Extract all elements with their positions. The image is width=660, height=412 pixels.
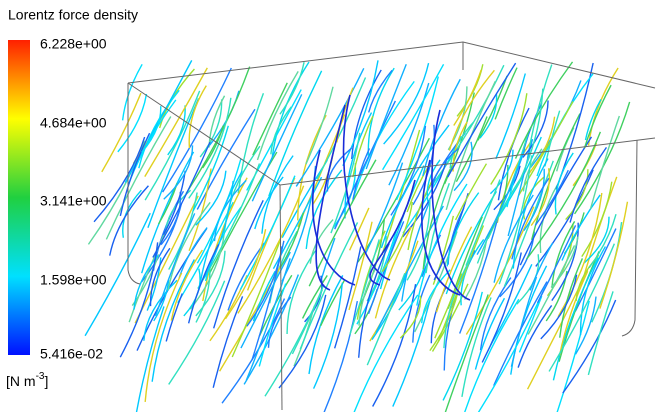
streamline — [552, 221, 575, 287]
streamline — [494, 282, 547, 386]
streamline — [381, 166, 424, 290]
streamline — [317, 78, 365, 179]
box-right-edge — [622, 140, 637, 336]
streamline — [548, 224, 573, 296]
colorbar-label: 3.141e+00 — [40, 193, 107, 209]
streamline — [431, 286, 446, 343]
page: Lorentz force density 6.228e+00 4.684e+0… — [0, 0, 660, 412]
unit-prefix: [N m — [6, 373, 36, 389]
streamline — [148, 98, 199, 227]
streamline — [575, 102, 630, 214]
colorbar-label: 1.598e+00 — [40, 272, 107, 288]
streamline — [306, 170, 342, 249]
streamline — [456, 164, 487, 220]
colorbar-label: 4.684e+00 — [40, 115, 107, 131]
streamline — [464, 299, 519, 412]
streamline — [549, 244, 614, 372]
visualization: Lorentz force density 6.228e+00 4.684e+0… — [0, 0, 660, 412]
streamline — [545, 111, 560, 167]
unit-suffix: ] — [44, 373, 48, 389]
streamlines — [85, 60, 630, 412]
streamline — [444, 250, 475, 370]
box-back-edge — [128, 42, 655, 88]
streamline — [160, 69, 195, 128]
streamline — [449, 70, 494, 150]
streamline — [393, 301, 430, 407]
legend-title: Lorentz force density — [8, 7, 138, 23]
streamline — [382, 130, 420, 255]
streamline — [432, 65, 504, 185]
colorbar-label: 5.416e-02 — [40, 346, 103, 362]
streamline — [423, 79, 460, 176]
streamline — [145, 68, 208, 177]
streamline — [352, 295, 418, 412]
streamline — [350, 208, 369, 250]
streamline — [232, 241, 280, 357]
streamline — [238, 93, 263, 193]
unit-label: [N m-3] — [6, 371, 48, 389]
streamline — [279, 295, 326, 388]
streamline — [482, 252, 521, 362]
colorbar — [8, 40, 30, 355]
streamline — [566, 169, 588, 219]
colorbar-label: 6.228e+00 — [40, 36, 107, 52]
streamline — [475, 298, 504, 369]
streamline — [135, 196, 198, 323]
streamline — [491, 264, 532, 345]
streamline — [324, 301, 357, 412]
